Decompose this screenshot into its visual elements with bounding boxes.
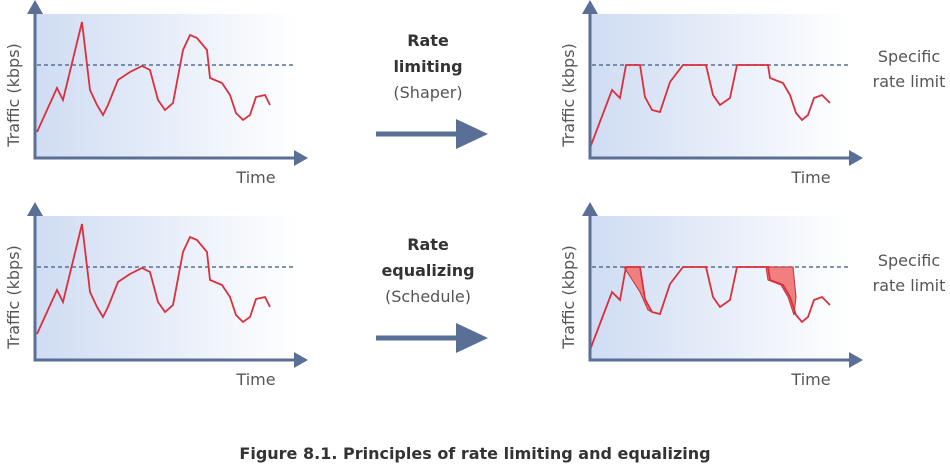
x-axis-label: Time xyxy=(235,370,275,389)
axes xyxy=(33,212,298,362)
panel: Traffic (kbps) Time xyxy=(559,0,863,187)
transform-arrow: Rate limiting (Shaper) Specific rate limit xyxy=(376,31,945,149)
axes xyxy=(33,10,298,160)
arrow-title: equalizing xyxy=(381,261,474,280)
arrow-subtitle: (Shaper) xyxy=(393,83,462,102)
axes xyxy=(588,212,853,362)
arrow-head xyxy=(456,119,488,149)
panel: Traffic (kbps) Time xyxy=(4,0,308,187)
excess-area xyxy=(735,266,797,316)
transform-arrow: Rate equalizing (Schedule) Specific rate lim… xyxy=(376,235,945,353)
traffic-curve xyxy=(589,266,831,351)
traffic-curve xyxy=(36,21,271,133)
x-axis-label: Time xyxy=(790,168,830,187)
limit-label: Specific xyxy=(878,251,940,270)
y-axis-label: Traffic (kbps) xyxy=(559,245,578,350)
x-axis-label: Time xyxy=(790,370,830,389)
plot-area xyxy=(35,216,297,360)
panel: Traffic (kbps) Time xyxy=(559,202,863,389)
plot-area xyxy=(590,14,852,158)
y-axis-label: Traffic (kbps) xyxy=(4,245,23,350)
arrow-title: Rate xyxy=(407,235,449,254)
axes xyxy=(588,10,853,160)
y-axis-label: Traffic (kbps) xyxy=(559,43,578,148)
limit-label: Specific xyxy=(878,47,940,66)
y-axis-label: Traffic (kbps) xyxy=(4,43,23,148)
arrow-head xyxy=(456,323,488,353)
plot-area xyxy=(590,216,852,360)
traffic-curve xyxy=(589,64,831,149)
arrow-title: Rate xyxy=(407,31,449,50)
arrow-subtitle: (Schedule) xyxy=(385,287,471,306)
x-axis-label: Time xyxy=(235,168,275,187)
limit-label: rate limit xyxy=(873,276,946,295)
traffic-curve xyxy=(36,223,271,335)
arrow-title: limiting xyxy=(393,57,462,76)
limit-label: rate limit xyxy=(873,72,946,91)
plot-area xyxy=(35,14,297,158)
caption: Figure 8.1. Principles of rate limiting … xyxy=(239,444,710,463)
panel: Traffic (kbps) Time xyxy=(4,202,308,389)
